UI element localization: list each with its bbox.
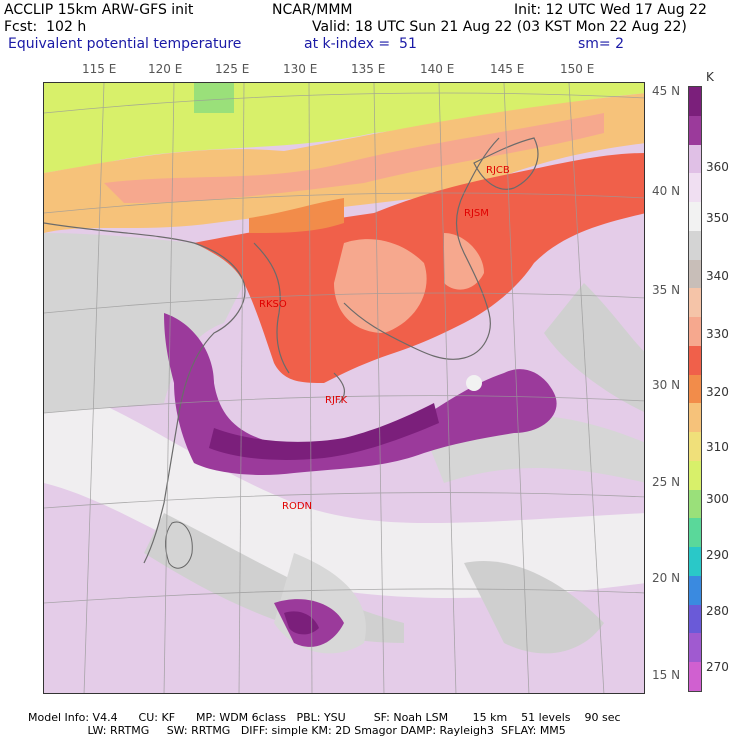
lat-label: 30 N [652,378,681,392]
colorbar-segment [689,662,701,691]
header-line2-left: Fcst: 102 h [4,19,87,35]
colorbar-segment [689,489,701,519]
lat-label: 25 N [652,475,681,489]
lon-label: 130 E [283,62,318,76]
colorbar-segment [689,115,701,145]
colorbar-segment [689,345,701,375]
colorbar-segment [689,460,701,490]
colorbar-label: 330 [706,327,729,341]
lat-label: 35 N [652,283,681,297]
lon-label: 120 E [148,62,183,76]
header-line2-right: Valid: 18 UTC Sun 21 Aug 22 (03 KST Mon … [312,19,687,35]
lon-label: 135 E [351,62,386,76]
colorbar-segment [689,518,701,547]
lat-label: 45 N [652,84,681,98]
lon-label: 115 E [82,62,117,76]
colorbar-segment [689,604,701,634]
station-label: RKSO [259,299,287,310]
lat-label: 20 N [652,571,681,585]
colorbar-label: 350 [706,211,729,225]
lon-label: 150 E [560,62,595,76]
colorbar-label: 360 [706,160,729,174]
colorbar-segment [689,633,701,662]
colorbar-segment [689,259,701,289]
header-line1-left: ACCLIP 15km ARW-GFS init [4,2,194,18]
colorbar-label: 310 [706,440,729,454]
lon-label: 125 E [215,62,250,76]
colorbar-segment [689,374,701,404]
map-panel: RJCB RJSM RKSO RJFK RODN [43,82,645,694]
colorbar-segment [689,432,701,461]
colorbar-segment [689,317,701,346]
station-label: RJCB [486,165,510,176]
lat-label: 40 N [652,184,681,198]
colorbar-segment [689,173,701,202]
colorbar-segment [689,288,701,317]
colorbar-label: 280 [706,604,729,618]
colorbar-label: 340 [706,269,729,283]
field-name: Equivalent potential temperature [8,36,242,52]
lon-label: 145 E [490,62,525,76]
station-label: RJSM [464,208,489,219]
lon-label: 140 E [420,62,455,76]
colorbar-label: 270 [706,660,729,674]
station-label: RODN [282,501,312,512]
colorbar-segment [689,87,701,116]
footer-line2: LW: RRTMG SW: RRTMG DIFF: simple KM: 2D … [28,724,566,737]
colorbar-label: 290 [706,548,729,562]
station-label: RJFK [325,395,348,406]
header-line1-right: Init: 12 UTC Wed 17 Aug 22 [514,2,707,18]
level-info: at k-index = 51 [304,36,417,52]
colorbar [688,86,702,692]
colorbar-segment [689,144,701,174]
lat-label: 15 N [652,668,681,682]
colorbar-segment [689,230,701,260]
colorbar-segment [689,403,701,432]
colorbar-label: 320 [706,385,729,399]
colorbar-label: 300 [706,492,729,506]
colorbar-unit: K [706,70,714,84]
header-line1-mid: NCAR/MMM [272,2,353,18]
colorbar-segment [689,202,701,231]
colorbar-segment [689,575,701,605]
theta-e-map: RJCB RJSM RKSO RJFK RODN [44,83,644,693]
colorbar-segment [689,547,701,576]
footer-line1: Model Info: V4.4 CU: KF MP: WDM 6class P… [28,711,621,724]
smoothing-info: sm= 2 [578,36,625,52]
